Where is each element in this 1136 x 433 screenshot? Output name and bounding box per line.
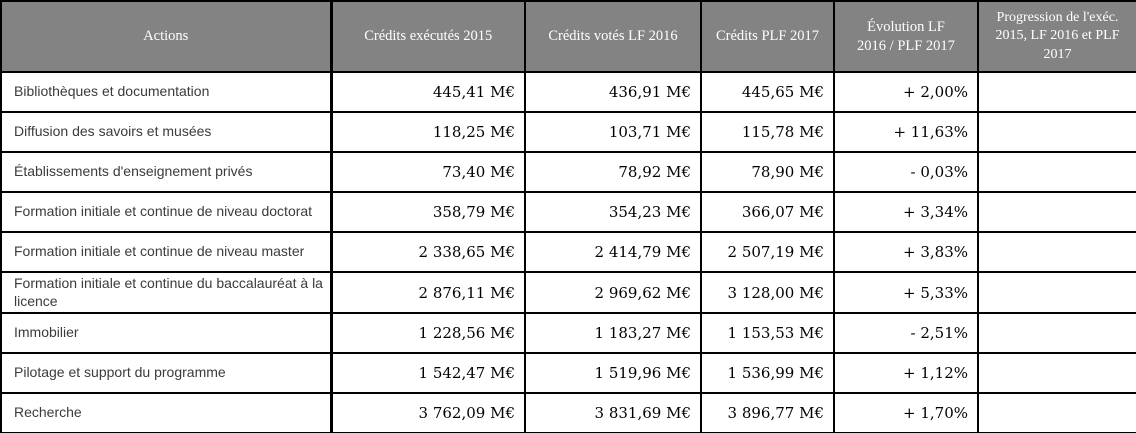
cell-progression bbox=[977, 352, 1136, 394]
cell-progression bbox=[977, 231, 1136, 273]
table-row: Recherche 3 762,09 M€ 3 831,69 M€ 3 896,… bbox=[0, 392, 1136, 433]
cell-credits-executes-2015: 445,41 M€ bbox=[330, 71, 526, 113]
header-row: Actions Crédits exécutés 2015 Crédits vo… bbox=[0, 0, 1136, 73]
cell-action: Formation initiale et continue de niveau… bbox=[0, 191, 333, 233]
cell-credits-plf-2017: 3 128,00 M€ bbox=[700, 271, 835, 314]
cell-credits-executes-2015: 118,25 M€ bbox=[330, 111, 526, 153]
column-header-credits-plf-2017: Crédits PLF 2017 bbox=[700, 0, 835, 73]
cell-action: Recherche bbox=[0, 392, 333, 433]
cell-progression bbox=[977, 151, 1136, 193]
cell-evolution: + 3,83% bbox=[833, 231, 979, 273]
cell-credits-executes-2015: 73,40 M€ bbox=[330, 151, 526, 193]
cell-credits-plf-2017: 78,90 M€ bbox=[700, 151, 835, 193]
cell-credits-executes-2015: 1 542,47 M€ bbox=[330, 352, 526, 394]
cell-credits-votes-lf-2016: 354,23 M€ bbox=[524, 191, 702, 233]
table-row: Établissements d'enseignement privés 73,… bbox=[0, 151, 1136, 193]
column-header-evolution: Évolution LF 2016 / PLF 2017 bbox=[833, 0, 979, 73]
cell-evolution: + 2,00% bbox=[833, 71, 979, 113]
cell-evolution: + 1,70% bbox=[833, 392, 979, 433]
cell-credits-executes-2015: 2 876,11 M€ bbox=[330, 271, 526, 314]
cell-credits-plf-2017: 366,07 M€ bbox=[700, 191, 835, 233]
cell-credits-executes-2015: 1 228,56 M€ bbox=[330, 312, 526, 354]
cell-action: Diffusion des savoirs et musées bbox=[0, 111, 333, 153]
cell-progression bbox=[977, 71, 1136, 113]
cell-credits-votes-lf-2016: 1 519,96 M€ bbox=[524, 352, 702, 394]
column-header-credits-votes-lf-2016: Crédits votés LF 2016 bbox=[524, 0, 702, 73]
table-row: Immobilier 1 228,56 M€ 1 183,27 M€ 1 153… bbox=[0, 312, 1136, 354]
cell-credits-plf-2017: 2 507,19 M€ bbox=[700, 231, 835, 273]
cell-action: Immobilier bbox=[0, 312, 333, 354]
cell-evolution: + 11,63% bbox=[833, 111, 979, 153]
cell-credits-plf-2017: 445,65 M€ bbox=[700, 71, 835, 113]
cell-credits-executes-2015: 2 338,65 M€ bbox=[330, 231, 526, 273]
table-row: Bibliothèques et documentation 445,41 M€… bbox=[0, 71, 1136, 113]
cell-credits-plf-2017: 1 536,99 M€ bbox=[700, 352, 835, 394]
cell-progression bbox=[977, 191, 1136, 233]
cell-evolution: - 0,03% bbox=[833, 151, 979, 193]
cell-credits-plf-2017: 1 153,53 M€ bbox=[700, 312, 835, 354]
cell-progression bbox=[977, 111, 1136, 153]
cell-action: Bibliothèques et documentation bbox=[0, 71, 333, 113]
cell-action: Formation initiale et continue de niveau… bbox=[0, 231, 333, 273]
column-header-actions: Actions bbox=[0, 0, 333, 73]
cell-credits-plf-2017: 3 896,77 M€ bbox=[700, 392, 835, 433]
cell-action: Établissements d'enseignement privés bbox=[0, 151, 333, 193]
cell-action: Formation initiale et continue du baccal… bbox=[0, 271, 333, 314]
cell-credits-executes-2015: 3 762,09 M€ bbox=[330, 392, 526, 433]
table-row: Formation initiale et continue de niveau… bbox=[0, 191, 1136, 233]
column-header-progression: Progression de l'exéc. 2015, LF 2016 et … bbox=[977, 0, 1136, 73]
column-header-credits-executes-2015: Crédits exécutés 2015 bbox=[330, 0, 526, 73]
cell-credits-plf-2017: 115,78 M€ bbox=[700, 111, 835, 153]
cell-credits-votes-lf-2016: 78,92 M€ bbox=[524, 151, 702, 193]
cell-action: Pilotage et support du programme bbox=[0, 352, 333, 394]
cell-credits-votes-lf-2016: 2 414,79 M€ bbox=[524, 231, 702, 273]
cell-credits-votes-lf-2016: 2 969,62 M€ bbox=[524, 271, 702, 314]
cell-credits-votes-lf-2016: 103,71 M€ bbox=[524, 111, 702, 153]
cell-evolution: - 2,51% bbox=[833, 312, 979, 354]
cell-progression bbox=[977, 312, 1136, 354]
cell-progression bbox=[977, 392, 1136, 433]
table-row: Formation initiale et continue de niveau… bbox=[0, 231, 1136, 273]
cell-evolution: + 5,33% bbox=[833, 271, 979, 314]
cell-credits-executes-2015: 358,79 M€ bbox=[330, 191, 526, 233]
cell-evolution: + 1,12% bbox=[833, 352, 979, 394]
cell-credits-votes-lf-2016: 1 183,27 M€ bbox=[524, 312, 702, 354]
cell-credits-votes-lf-2016: 436,91 M€ bbox=[524, 71, 702, 113]
cell-credits-votes-lf-2016: 3 831,69 M€ bbox=[524, 392, 702, 433]
table-row: Pilotage et support du programme 1 542,4… bbox=[0, 352, 1136, 394]
cell-evolution: + 3,34% bbox=[833, 191, 979, 233]
table-row: Formation initiale et continue du baccal… bbox=[0, 271, 1136, 314]
cell-progression bbox=[977, 271, 1136, 314]
table-row: Diffusion des savoirs et musées 118,25 M… bbox=[0, 111, 1136, 153]
